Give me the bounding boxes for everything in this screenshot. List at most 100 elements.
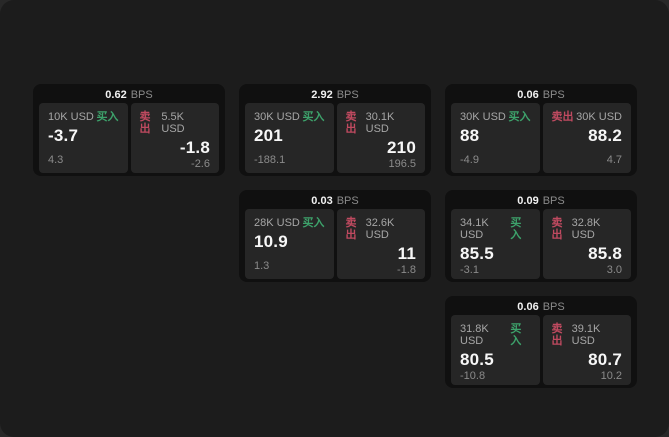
buy-amount: 30K USD <box>254 111 300 123</box>
sell-delta: 196.5 <box>388 158 416 170</box>
sell-delta: 10.2 <box>600 370 622 382</box>
quote-card: 0.09 BPS 34.1K USD 买入 85.5 -3.1 卖出 32.8K … <box>445 190 637 282</box>
buy-delta: -10.8 <box>460 370 486 382</box>
sell-price: 88.2 <box>588 126 622 145</box>
sell-panel-top: 卖出 30K USD <box>552 111 623 123</box>
buy-delta: 1.3 <box>254 260 270 272</box>
quote-panels: 10K USD 买入 -3.7 4.3 卖出 5.5K USD -1.8 -2.… <box>39 103 219 173</box>
quote-card: 2.92 BPS 30K USD 买入 201 -188.1 卖出 30.1K U… <box>239 84 431 176</box>
buy-quote-panel[interactable]: 30K USD 买入 88 -4.9 <box>451 103 540 173</box>
spread-value: 0.09 <box>517 195 539 207</box>
sell-side-label: 卖出 <box>345 217 357 241</box>
sell-amount: 30.1K USD <box>365 111 395 135</box>
spread-header: 0.06 BPS <box>451 87 631 103</box>
buy-price: 88 <box>460 126 480 145</box>
sell-delta: 4.7 <box>606 154 622 166</box>
sell-amount: 30K USD <box>576 111 622 123</box>
buy-side-label: 买入 <box>302 111 325 123</box>
sell-panel-top: 卖出 5.5K USD <box>140 111 211 135</box>
sell-price: 80.7 <box>588 350 622 369</box>
sell-price: 11 <box>397 244 416 263</box>
quote-panels: 28K USD 买入 10.9 1.3 卖出 32.6K USD 11 -1.8 <box>245 209 425 279</box>
buy-delta: -3.1 <box>460 264 479 276</box>
quote-card: 0.06 BPS 30K USD 买入 88 -4.9 卖出 30K USD 88… <box>445 84 637 176</box>
buy-amount: 30K USD <box>460 111 506 123</box>
buy-amount: 34.1K USD <box>460 217 489 241</box>
spread-value: 0.03 <box>311 195 333 207</box>
sell-amount: 39.1K USD <box>571 323 601 347</box>
spread-value: 0.06 <box>517 301 539 313</box>
spread-header: 0.06 BPS <box>451 299 631 315</box>
buy-quote-panel[interactable]: 28K USD 买入 10.9 1.3 <box>245 209 334 279</box>
sell-quote-panel[interactable]: 卖出 30K USD 88.2 4.7 <box>542 103 631 173</box>
quote-grid: 0.62 BPS 10K USD 买入 -3.7 4.3 卖出 5.5K USD … <box>33 84 637 388</box>
quote-panels: 30K USD 买入 88 -4.9 卖出 30K USD 88.2 4.7 <box>451 103 631 173</box>
quote-card: 0.06 BPS 31.8K USD 买入 80.5 -10.8 卖出 39.1K… <box>445 296 637 388</box>
spread-unit: BPS <box>542 89 565 101</box>
buy-panel-top: 31.8K USD 买入 <box>460 323 531 347</box>
spread-header: 0.09 BPS <box>451 193 631 209</box>
sell-quote-panel[interactable]: 卖出 5.5K USD -1.8 -2.6 <box>130 103 219 173</box>
sell-amount: 32.6K USD <box>365 217 395 241</box>
spread-value: 0.06 <box>517 89 539 101</box>
sell-delta: -1.8 <box>397 264 416 276</box>
sell-panel-top: 卖出 39.1K USD <box>552 323 623 347</box>
sell-quote-panel[interactable]: 卖出 30.1K USD 210 196.5 <box>336 103 425 173</box>
quote-card: 0.62 BPS 10K USD 买入 -3.7 4.3 卖出 5.5K USD … <box>33 84 225 176</box>
buy-panel-top: 28K USD 买入 <box>254 217 325 229</box>
spread-header: 2.92 BPS <box>245 87 425 103</box>
buy-price: 85.5 <box>460 244 494 263</box>
buy-delta: 4.3 <box>48 154 64 166</box>
buy-side-label: 买入 <box>510 323 522 347</box>
quote-panels: 34.1K USD 买入 85.5 -3.1 卖出 32.8K USD 85.8… <box>451 209 631 279</box>
sell-amount: 32.8K USD <box>571 217 601 241</box>
buy-price: 10.9 <box>254 232 288 251</box>
buy-panel-top: 34.1K USD 买入 <box>460 217 531 241</box>
sell-side-label: 卖出 <box>551 217 563 241</box>
sell-quote-panel[interactable]: 卖出 32.8K USD 85.8 3.0 <box>542 209 631 279</box>
spread-unit: BPS <box>542 195 565 207</box>
sell-price: -1.8 <box>179 138 210 157</box>
sell-delta: 3.0 <box>606 264 622 276</box>
sell-quote-panel[interactable]: 卖出 39.1K USD 80.7 10.2 <box>542 315 631 385</box>
quote-panels: 31.8K USD 买入 80.5 -10.8 卖出 39.1K USD 80.… <box>451 315 631 385</box>
sell-quote-panel[interactable]: 卖出 32.6K USD 11 -1.8 <box>336 209 425 279</box>
buy-side-label: 买入 <box>96 111 119 123</box>
sell-panel-top: 卖出 30.1K USD <box>346 111 417 135</box>
sell-price: 210 <box>387 138 416 157</box>
spread-value: 2.92 <box>311 89 333 101</box>
buy-amount: 28K USD <box>254 217 300 229</box>
sell-side-label: 卖出 <box>139 111 151 135</box>
spread-value: 0.62 <box>105 89 127 101</box>
buy-price: 201 <box>254 126 283 145</box>
sell-side-label: 卖出 <box>345 111 357 135</box>
buy-quote-panel[interactable]: 31.8K USD 买入 80.5 -10.8 <box>451 315 540 385</box>
sell-panel-top: 卖出 32.6K USD <box>346 217 417 241</box>
quote-panels: 30K USD 买入 201 -188.1 卖出 30.1K USD 210 1… <box>245 103 425 173</box>
buy-panel-top: 30K USD 买入 <box>254 111 325 123</box>
buy-quote-panel[interactable]: 34.1K USD 买入 85.5 -3.1 <box>451 209 540 279</box>
spread-unit: BPS <box>130 89 153 101</box>
buy-side-label: 买入 <box>510 217 522 241</box>
spread-unit: BPS <box>336 89 359 101</box>
sell-amount: 5.5K USD <box>161 111 185 135</box>
sell-panel-top: 卖出 32.8K USD <box>552 217 623 241</box>
buy-quote-panel[interactable]: 10K USD 买入 -3.7 4.3 <box>39 103 128 173</box>
spread-header: 0.62 BPS <box>39 87 219 103</box>
buy-price: 80.5 <box>460 350 494 369</box>
buy-panel-top: 30K USD 买入 <box>460 111 531 123</box>
buy-panel-top: 10K USD 买入 <box>48 111 119 123</box>
buy-quote-panel[interactable]: 30K USD 买入 201 -188.1 <box>245 103 334 173</box>
buy-amount: 31.8K USD <box>460 323 489 347</box>
buy-delta: -188.1 <box>254 154 286 166</box>
spread-header: 0.03 BPS <box>245 193 425 209</box>
sell-side-label: 卖出 <box>551 323 563 347</box>
buy-side-label: 买入 <box>508 111 531 123</box>
spread-unit: BPS <box>542 301 565 313</box>
spread-unit: BPS <box>336 195 359 207</box>
buy-amount: 10K USD <box>48 111 94 123</box>
buy-side-label: 买入 <box>302 217 325 229</box>
sell-delta: -2.6 <box>191 158 210 170</box>
buy-price: -3.7 <box>48 126 79 145</box>
